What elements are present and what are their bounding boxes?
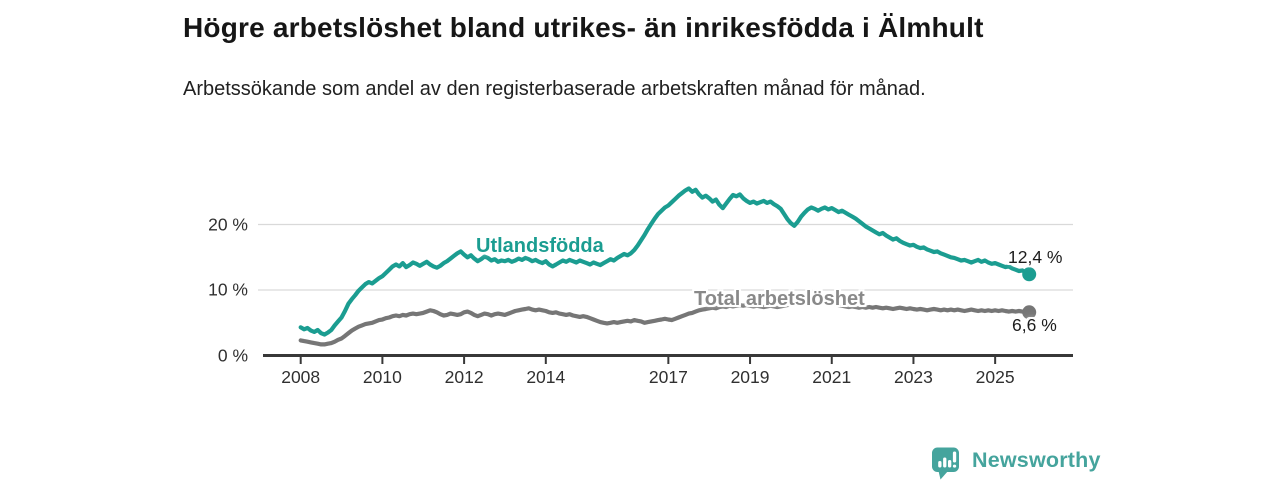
series-label-total-arbetsloshet: Total arbetslöshet	[694, 288, 865, 310]
x-axis	[263, 354, 1073, 364]
x-tick-label: 2023	[893, 367, 933, 387]
y-tick-label: 10 %	[208, 279, 248, 300]
x-tick-label: 2025	[975, 367, 1015, 387]
x-tick-label: 2017	[648, 367, 688, 387]
end-value-total-arbetsloshet: 6,6 %	[1012, 315, 1057, 335]
x-tick-label: 2014	[526, 367, 566, 387]
bar-chart-speech-bubble-icon	[932, 447, 959, 480]
y-tick-label: 0 %	[217, 345, 248, 365]
newsworthy-logo: Newsworthy	[931, 446, 1101, 480]
y-tick-label: 20 %	[208, 214, 248, 234]
x-tick-label: 2021	[812, 367, 852, 387]
end-value-utlandsfodda: 12,4 %	[1008, 247, 1063, 267]
x-tick-label: 2019	[730, 367, 770, 387]
x-tick-label: 2008	[281, 367, 321, 387]
series-lines	[298, 186, 1032, 347]
page-title: Högre arbetslöshet bland utrikes- än inr…	[183, 12, 984, 43]
brand-name: Newsworthy	[972, 448, 1101, 472]
chart-subtitle: Arbetssökande som andel av den registerb…	[183, 78, 926, 100]
x-tick-label: 2010	[362, 367, 402, 387]
series-label-utlandsfodda: Utlandsfödda	[476, 235, 604, 257]
series-end-dots	[1022, 267, 1037, 320]
x-tick-label: 2012	[444, 367, 484, 387]
gridlines	[258, 223, 1073, 291]
